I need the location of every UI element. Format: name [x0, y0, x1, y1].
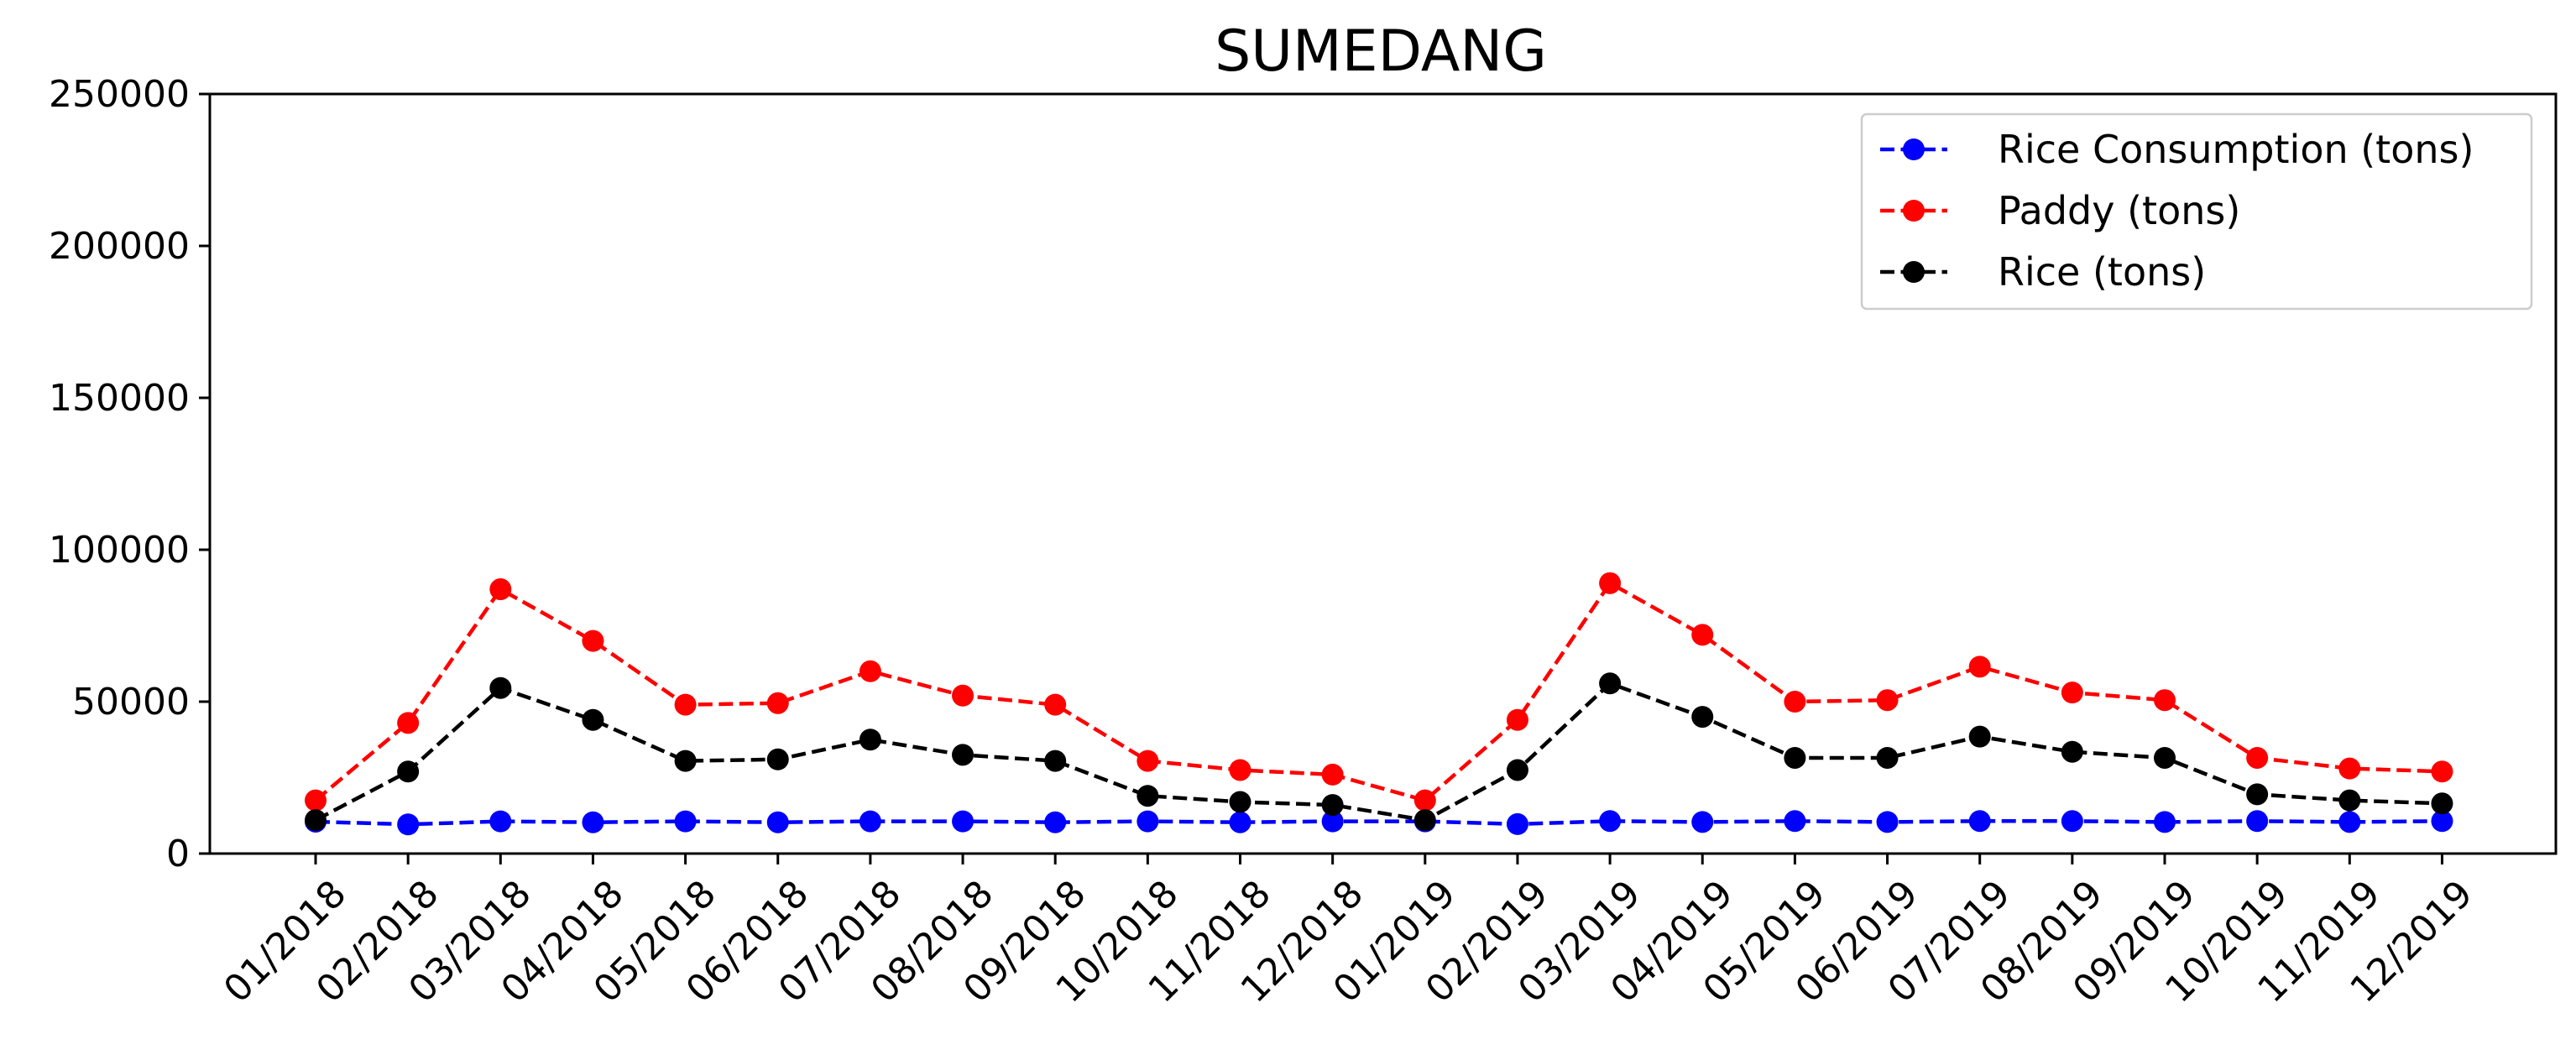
- data-point: [1136, 785, 1159, 807]
- data-point: [1876, 746, 1899, 769]
- data-point: [1413, 809, 1436, 832]
- data-point: [859, 660, 881, 682]
- data-point: [1599, 810, 1622, 833]
- data-point: [2431, 810, 2453, 833]
- data-point: [952, 810, 974, 833]
- data-point: [2246, 810, 2269, 833]
- data-point: [859, 810, 881, 833]
- data-point: [582, 629, 604, 652]
- data-point: [1876, 811, 1899, 833]
- legend-item: Rice Consumption (tons): [1880, 127, 2474, 172]
- legend-label: Paddy (tons): [1998, 188, 2240, 233]
- legend-item: Paddy (tons): [1880, 188, 2240, 233]
- legend-item: Rice (tons): [1880, 249, 2206, 295]
- data-point: [1321, 810, 1344, 833]
- legend-marker: [1903, 261, 1925, 283]
- legend: Rice Consumption (tons) Paddy (tons) Rice …: [1860, 112, 2533, 311]
- data-point: [1136, 749, 1159, 772]
- data-point: [1876, 689, 1899, 712]
- data-point: [2061, 810, 2083, 833]
- data-point: [1229, 759, 1251, 781]
- series-layer: [305, 572, 2453, 836]
- data-point: [674, 693, 697, 716]
- data-point: [2338, 811, 2361, 833]
- data-point: [674, 749, 697, 772]
- data-point: [489, 676, 512, 699]
- y-tick-label: 150000: [49, 377, 190, 420]
- y-tick-label: 100000: [49, 529, 190, 572]
- data-point: [1784, 810, 1806, 833]
- data-point: [2338, 789, 2361, 812]
- data-point: [2154, 689, 2176, 712]
- data-point: [1691, 624, 1714, 646]
- data-point: [2246, 746, 2269, 769]
- data-point: [1968, 810, 1991, 833]
- legend-box: [1860, 112, 2533, 311]
- data-point: [1136, 810, 1159, 833]
- legend-label: Rice (tons): [1998, 249, 2206, 295]
- data-point: [1784, 691, 1806, 713]
- data-point: [766, 811, 789, 833]
- y-tick-label: 0: [166, 833, 190, 875]
- data-point: [397, 760, 420, 783]
- data-point: [2431, 792, 2453, 815]
- data-point: [305, 789, 327, 812]
- data-point: [1506, 812, 1528, 835]
- data-point: [1321, 763, 1344, 786]
- data-point: [1599, 572, 1622, 594]
- series-line: [314, 681, 2443, 823]
- data-point: [766, 748, 789, 770]
- data-point: [2338, 757, 2361, 780]
- data-point: [1506, 708, 1528, 731]
- data-point: [952, 684, 974, 707]
- data-point: [1968, 725, 1991, 748]
- plot-frame: [208, 92, 2558, 855]
- data-point: [766, 692, 789, 714]
- data-point: [1784, 746, 1806, 769]
- data-point: [582, 811, 604, 833]
- data-point: [2246, 783, 2269, 806]
- y-tick-label: 50000: [72, 681, 190, 723]
- data-point: [1413, 789, 1436, 812]
- series-line: [314, 580, 2443, 803]
- data-point: [397, 712, 420, 734]
- data-point: [2154, 811, 2176, 833]
- y-tick-label: 250000: [49, 73, 190, 116]
- legend-label: Rice Consumption (tons): [1998, 127, 2474, 172]
- data-point: [1968, 655, 1991, 678]
- data-point: [1599, 672, 1622, 695]
- series-2: [305, 672, 2453, 832]
- data-point: [1044, 693, 1067, 716]
- data-point: [2431, 760, 2453, 783]
- data-point: [305, 809, 327, 832]
- data-point: [674, 810, 697, 833]
- data-point: [1321, 794, 1344, 817]
- data-point: [859, 729, 881, 751]
- series-0: [305, 810, 2453, 836]
- chart-title: SUMEDANG: [1215, 18, 1547, 85]
- data-point: [2061, 740, 2083, 763]
- legend-marker: [1903, 138, 1925, 160]
- data-point: [1044, 811, 1067, 833]
- series-line: [315, 819, 2443, 827]
- data-point: [489, 578, 512, 601]
- legend-marker: [1903, 200, 1925, 222]
- data-point: [1044, 749, 1067, 772]
- data-point: [952, 744, 974, 766]
- data-point: [1229, 791, 1251, 813]
- data-point: [1691, 811, 1714, 833]
- data-point: [2154, 746, 2176, 769]
- data-point: [489, 810, 512, 833]
- data-point: [1691, 706, 1714, 729]
- data-point: [1229, 811, 1251, 833]
- data-point: [397, 813, 420, 836]
- y-tick-label: 200000: [49, 225, 190, 268]
- data-point: [2061, 682, 2083, 704]
- data-point: [1506, 759, 1528, 781]
- series-1: [305, 572, 2453, 812]
- data-point: [582, 708, 604, 731]
